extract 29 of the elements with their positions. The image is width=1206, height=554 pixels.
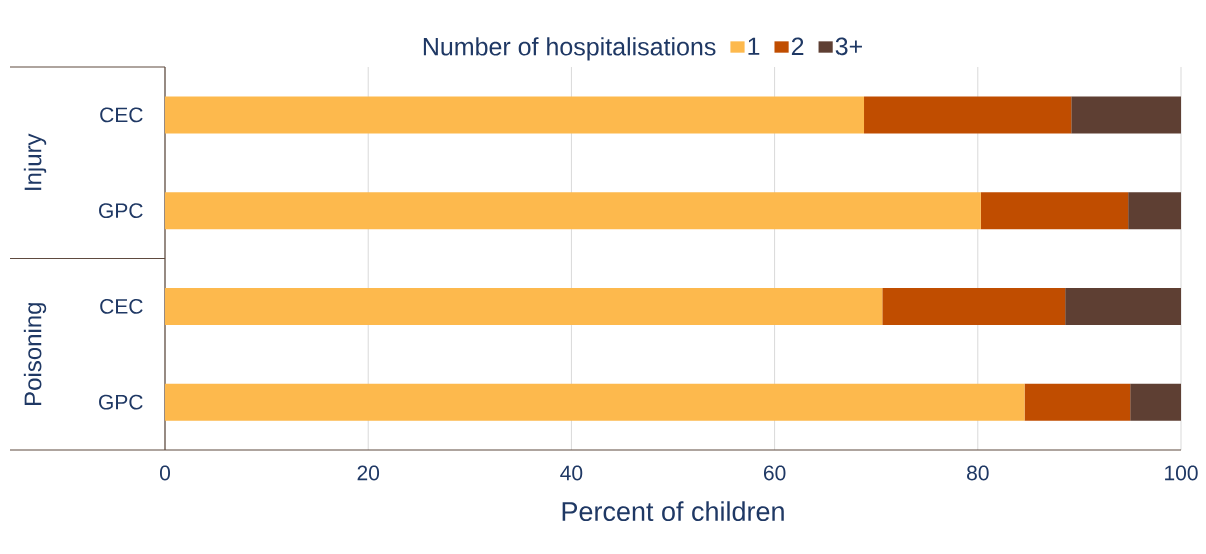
bar [1065,287,1182,325]
x-tick-label: 100 [1165,465,1198,481]
bar [165,96,865,134]
y-tick-label: GPC [99,394,143,410]
x-tick-label: 80 [967,465,989,481]
text: Injury [23,133,47,190]
bar [165,192,981,230]
legend-label: 3+ [835,37,862,56]
bar [165,383,1025,421]
x-tick-label: 0 [159,465,171,481]
bar [1071,96,1182,134]
bar [980,192,1129,230]
legend-label: 2 [791,37,804,55]
x-tick-label: 20 [357,465,380,481]
bar [1130,383,1182,421]
x-tick-label: 60 [763,465,786,481]
bar [864,96,1072,134]
y-tick-label: CEC [100,107,143,123]
x-tick-label: 40 [560,465,583,481]
bar [1024,383,1131,421]
bar [165,287,883,325]
x-axis-title: Percent of children [562,501,784,522]
bar [1128,192,1182,230]
legend-title: Number of hospitalisations [423,37,716,61]
text: Poisoning [23,303,47,405]
legend-label: 1 [748,37,760,55]
bar [882,287,1066,325]
y-tick-label: GPC [99,203,143,219]
y-tick-label: CEC [100,298,143,314]
